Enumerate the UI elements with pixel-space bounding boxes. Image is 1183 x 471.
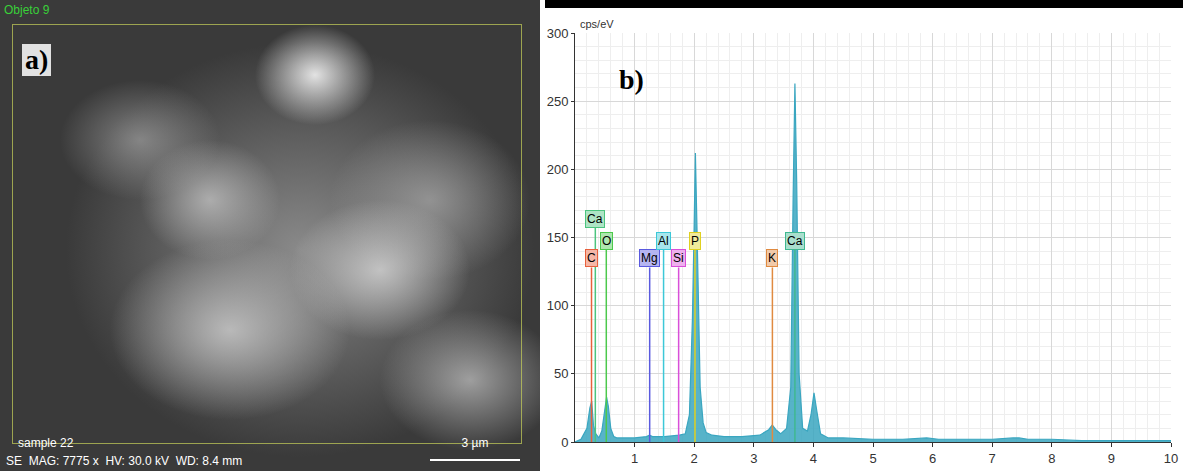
svg-text:7: 7	[989, 451, 996, 466]
svg-text:Ca: Ca	[787, 234, 803, 248]
svg-text:Si: Si	[673, 251, 684, 265]
svg-text:6: 6	[929, 451, 936, 466]
html-text:a): a)	[25, 44, 49, 75]
svg-text:2: 2	[691, 451, 698, 466]
svg-text:10: 10	[1164, 451, 1178, 466]
svg-text:300: 300	[547, 26, 569, 41]
html-text:Objeto 9: Objeto 9	[4, 3, 50, 17]
html-text:SE MAG: 7775 x HV: 30.0 kV WD:: SE MAG: 7775 x HV: 30.0 kV WD: 8.4 mm	[6, 454, 243, 468]
svg-text:0: 0	[561, 435, 568, 450]
svg-text:K: K	[768, 251, 776, 265]
svg-text:5: 5	[869, 451, 876, 466]
svg-text:O: O	[602, 234, 611, 248]
svg-text:1: 1	[631, 451, 638, 466]
svg-text:150: 150	[547, 230, 569, 245]
svg-text:b): b)	[619, 64, 644, 95]
svg-text:cps/eV: cps/eV	[580, 18, 614, 30]
svg-text:Ca: Ca	[587, 212, 603, 226]
html-text:3 µm: 3 µm	[461, 436, 489, 450]
svg-text:50: 50	[554, 366, 568, 381]
svg-text:3: 3	[750, 451, 757, 466]
svg-text:C: C	[587, 251, 596, 265]
svg-text:4: 4	[810, 451, 817, 466]
svg-text:100: 100	[547, 298, 569, 313]
svg-text:Al: Al	[658, 234, 669, 248]
svg-text:P: P	[691, 234, 699, 248]
svg-text:200: 200	[547, 162, 569, 177]
svg-text:9: 9	[1108, 451, 1115, 466]
html-text:sample 22: sample 22	[18, 436, 74, 450]
svg-text:250: 250	[547, 94, 569, 109]
svg-text:Mg: Mg	[641, 251, 658, 265]
svg-text:8: 8	[1048, 451, 1055, 466]
